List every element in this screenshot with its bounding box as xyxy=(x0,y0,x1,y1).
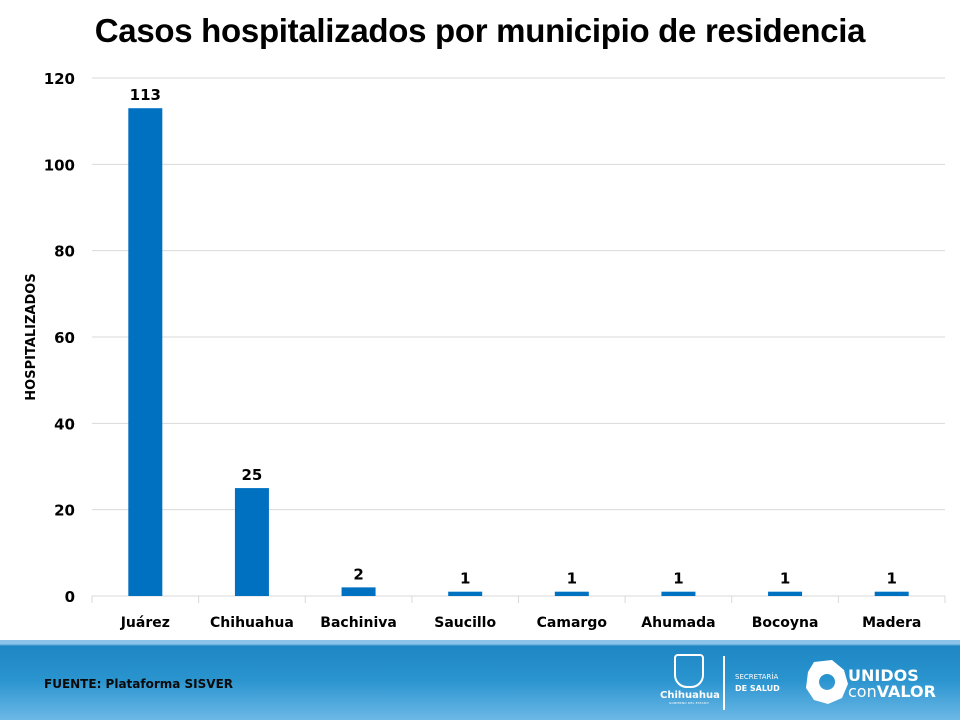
y-axis-title: HOSPITALIZADOS xyxy=(24,273,39,400)
campaign-valor: VALOR xyxy=(876,682,936,701)
bar xyxy=(234,488,269,596)
y-tick-labels: 0 20 40 60 80 100 120 xyxy=(44,70,75,606)
data-labels: 113 25 2 1 1 1 1 1 xyxy=(130,86,897,587)
campaign-line2: conVALOR xyxy=(848,684,936,700)
bar xyxy=(448,591,483,596)
y-tick-label: 60 xyxy=(54,329,75,347)
y-tick-label: 0 xyxy=(65,588,75,606)
bar xyxy=(554,591,589,596)
bar-chart: 0 20 40 60 80 100 120 113 25 2 1 1 1 1 1 Juárez Chihua… xyxy=(24,70,946,631)
category-label: Bocoyna xyxy=(752,615,819,631)
chart-title: Casos hospitalizados por municipio de re… xyxy=(94,12,866,49)
secretaria-salud-logo: SECRETARÍA DE SALUD xyxy=(735,672,780,694)
y-tick-label: 80 xyxy=(54,243,75,261)
data-label: 113 xyxy=(130,86,161,104)
category-label: Chihuahua xyxy=(210,615,294,631)
unidos-con-valor-emblem-icon xyxy=(806,660,848,704)
data-label: 1 xyxy=(567,570,577,588)
y-tick-label: 120 xyxy=(44,70,75,88)
logos: Chihuahua GOBIERNO DEL ESTADO SECRETARÍA… xyxy=(660,654,950,712)
logo-state-sub: GOBIERNO DEL ESTADO xyxy=(669,701,709,705)
category-label: Camargo xyxy=(537,615,608,631)
secretaria-line1: SECRETARÍA xyxy=(735,673,779,681)
logo-state-name: Chihuahua xyxy=(660,690,720,701)
category-label: Bachiniva xyxy=(320,615,397,631)
secretaria-line2: DE SALUD xyxy=(735,684,780,693)
x-tick-marks xyxy=(91,596,946,603)
category-label: Ahumada xyxy=(641,615,715,631)
data-label: 1 xyxy=(886,570,896,588)
bar xyxy=(874,591,909,596)
y-tick-label: 20 xyxy=(54,502,75,520)
y-tick-label: 100 xyxy=(44,156,75,174)
footer-banner: FUENTE: Plataforma SISVER Chihuahua GOBI… xyxy=(0,640,960,720)
campaign-con: con xyxy=(848,682,877,701)
data-label: 1 xyxy=(460,570,470,588)
data-label: 2 xyxy=(353,565,363,583)
campaign-line1: UNIDOS xyxy=(848,666,919,685)
bar xyxy=(661,591,696,596)
bars xyxy=(128,108,909,596)
category-label: Madera xyxy=(862,615,921,631)
bar xyxy=(128,108,163,596)
category-labels: Juárez Chihuahua Bachiniva Saucillo Camargo A… xyxy=(120,615,922,631)
y-tick-label: 40 xyxy=(54,415,75,433)
gridlines xyxy=(92,77,945,597)
chihuahua-government-logo: Chihuahua GOBIERNO DEL ESTADO xyxy=(660,654,720,705)
category-label: Saucillo xyxy=(434,615,496,631)
bar xyxy=(768,591,803,596)
source-note: FUENTE: Plataforma SISVER xyxy=(44,677,234,691)
data-label: 25 xyxy=(242,466,263,484)
shield-icon xyxy=(674,654,704,688)
logo-divider xyxy=(723,656,725,710)
data-label: 1 xyxy=(673,570,683,588)
data-label: 1 xyxy=(780,570,790,588)
category-label: Juárez xyxy=(120,615,170,631)
bar xyxy=(341,587,376,596)
